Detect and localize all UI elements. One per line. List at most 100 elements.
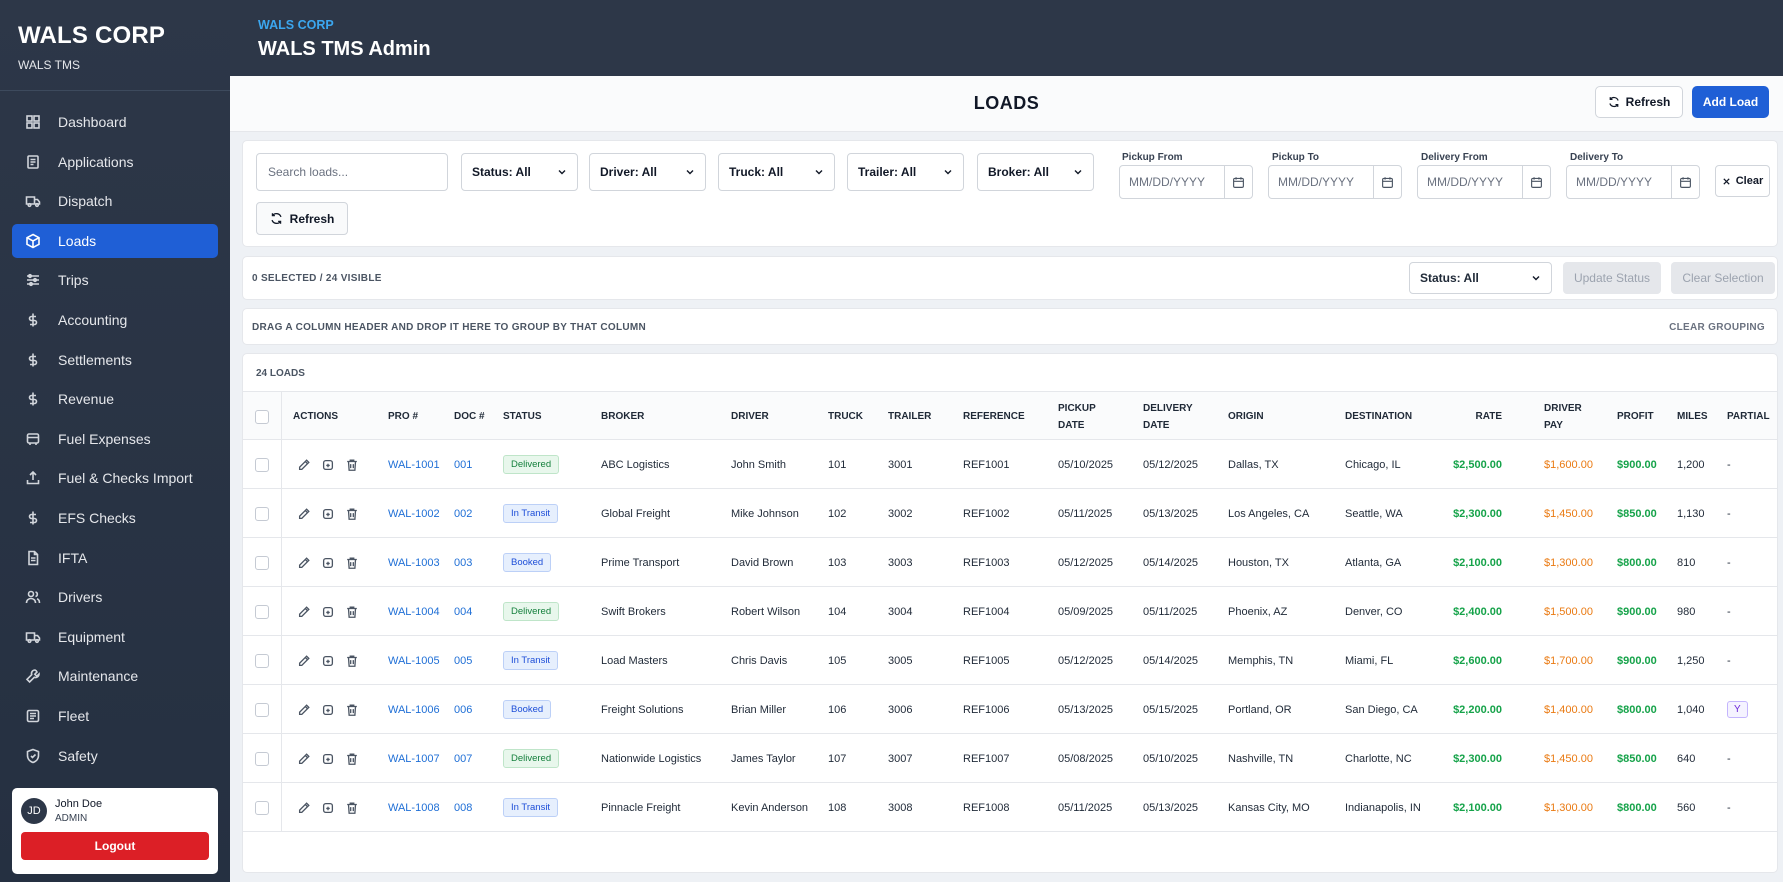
sidebar-item-trips[interactable]: Trips (12, 263, 218, 297)
row-checkbox[interactable] (255, 604, 269, 619)
copy-icon[interactable] (321, 458, 335, 472)
edit-icon[interactable] (297, 703, 311, 717)
row-checkbox[interactable] (255, 751, 269, 766)
sidebar-item-loads[interactable]: Loads (12, 223, 218, 258)
row-checkbox[interactable] (255, 555, 269, 570)
sidebar-item-safety[interactable]: Safety (12, 739, 218, 773)
cell-doc[interactable]: 004 (454, 605, 473, 618)
sidebar-item-maintenance[interactable]: Maintenance (12, 659, 218, 693)
cell-doc[interactable]: 007 (454, 752, 473, 765)
cell-doc[interactable]: 002 (454, 507, 473, 520)
col-trailer[interactable]: TRAILER (888, 411, 932, 422)
sidebar-item-fleet[interactable]: Fleet (12, 699, 218, 733)
table-row[interactable]: WAL-1008 008 In Transit Pinnacle Freight Kev… (243, 783, 1777, 832)
calendar-icon[interactable] (1224, 166, 1252, 198)
calendar-icon[interactable] (1671, 166, 1699, 198)
cell-doc[interactable]: 005 (454, 654, 473, 667)
copy-icon[interactable] (321, 556, 335, 570)
edit-icon[interactable] (297, 605, 311, 619)
sidebar-item-settlements[interactable]: Settlements (12, 343, 218, 377)
col-delivery-date[interactable]: DELIVERY DATE (1143, 392, 1193, 441)
search-input[interactable] (256, 153, 448, 191)
table-row[interactable]: WAL-1005 005 In Transit Load Masters Chris D… (243, 636, 1777, 685)
clear-dates-button[interactable]: Clear (1715, 165, 1770, 197)
copy-icon[interactable] (321, 801, 335, 815)
delivery-to-input[interactable]: MM/DD/YYYY (1566, 165, 1700, 199)
logout-button[interactable]: Logout (21, 832, 209, 860)
cell-pro[interactable]: WAL-1008 (388, 801, 440, 814)
row-checkbox[interactable] (255, 653, 269, 668)
cell-doc[interactable]: 001 (454, 458, 473, 471)
copy-icon[interactable] (321, 507, 335, 521)
sidebar-item-fuel-expenses[interactable]: Fuel Expenses (12, 422, 218, 456)
calendar-icon[interactable] (1522, 166, 1550, 198)
trash-icon[interactable] (345, 801, 359, 815)
sidebar-item-accounting[interactable]: Accounting (12, 303, 218, 337)
broker-filter[interactable]: Broker: All (977, 153, 1094, 191)
col-reference[interactable]: REFERENCE (963, 411, 1025, 422)
cell-pro[interactable]: WAL-1004 (388, 605, 440, 618)
sidebar-item-efs-checks[interactable]: EFS Checks (12, 501, 218, 535)
table-row[interactable]: WAL-1004 004 Delivered Swift Brokers Robert … (243, 587, 1777, 636)
row-checkbox-cell[interactable] (255, 489, 269, 538)
trash-icon[interactable] (345, 752, 359, 766)
sidebar-item-applications[interactable]: Applications (12, 145, 218, 179)
copy-icon[interactable] (321, 703, 335, 717)
col-miles[interactable]: MILES (1677, 411, 1708, 422)
truck-filter[interactable]: Truck: All (718, 153, 835, 191)
row-checkbox-cell[interactable] (255, 587, 269, 636)
refresh-button[interactable]: Refresh (1595, 86, 1683, 118)
sidebar-item-fuel-checks-import[interactable]: Fuel & Checks Import (12, 461, 218, 495)
table-row[interactable]: WAL-1002 002 In Transit Global Freight Mike … (243, 489, 1777, 538)
row-checkbox-cell[interactable] (255, 685, 269, 734)
sidebar-item-dispatch[interactable]: Dispatch (12, 184, 218, 218)
cell-doc[interactable]: 006 (454, 703, 473, 716)
edit-icon[interactable] (297, 752, 311, 766)
cell-pro[interactable]: WAL-1003 (388, 556, 440, 569)
edit-icon[interactable] (297, 507, 311, 521)
bulk-status-select[interactable]: Status: All (1409, 262, 1552, 294)
sidebar-item-ifta[interactable]: IFTA (12, 541, 218, 575)
copy-icon[interactable] (321, 654, 335, 668)
calendar-icon[interactable] (1373, 166, 1401, 198)
trash-icon[interactable] (345, 556, 359, 570)
table-row[interactable]: WAL-1003 003 Booked Prime Transport David Br… (243, 538, 1777, 587)
trash-icon[interactable] (345, 605, 359, 619)
sidebar-item-equipment[interactable]: Equipment (12, 620, 218, 654)
select-all-checkbox-cell[interactable] (255, 392, 269, 441)
select-all-checkbox[interactable] (255, 409, 269, 424)
add-load-button[interactable]: Add Load (1692, 86, 1769, 118)
update-status-button[interactable]: Update Status (1563, 262, 1661, 294)
status-filter[interactable]: Status: All (461, 153, 578, 191)
delivery-from-input[interactable]: MM/DD/YYYY (1417, 165, 1551, 199)
col-profit[interactable]: PROFIT (1617, 411, 1654, 422)
sidebar-item-drivers[interactable]: Drivers (12, 580, 218, 614)
row-checkbox-cell[interactable] (255, 734, 269, 783)
edit-icon[interactable] (297, 458, 311, 472)
col-truck[interactable]: TRUCK (828, 411, 863, 422)
clear-selection-button[interactable]: Clear Selection (1671, 262, 1775, 294)
sidebar-item-revenue[interactable]: Revenue (12, 382, 218, 416)
col-rate[interactable]: RATE (1475, 411, 1502, 422)
row-checkbox[interactable] (255, 800, 269, 815)
cell-doc[interactable]: 003 (454, 556, 473, 569)
trash-icon[interactable] (345, 654, 359, 668)
col-destination[interactable]: DESTINATION (1345, 411, 1413, 422)
copy-icon[interactable] (321, 605, 335, 619)
col-doc[interactable]: DOC # (454, 411, 485, 422)
edit-icon[interactable] (297, 654, 311, 668)
table-row[interactable]: WAL-1006 006 Booked Freight Solutions Brian … (243, 685, 1777, 734)
cell-pro[interactable]: WAL-1005 (388, 654, 440, 667)
table-row[interactable]: WAL-1007 007 Delivered Nationwide Logistics… (243, 734, 1777, 783)
cell-pro[interactable]: WAL-1001 (388, 458, 440, 471)
edit-icon[interactable] (297, 801, 311, 815)
pickup-to-input[interactable]: MM/DD/YYYY (1268, 165, 1402, 199)
sidebar-item-dashboard[interactable]: Dashboard (12, 105, 218, 139)
col-pickup-date[interactable]: PICKUP DATE (1058, 392, 1096, 441)
col-status[interactable]: STATUS (503, 411, 542, 422)
col-broker[interactable]: BROKER (601, 411, 645, 422)
driver-filter[interactable]: Driver: All (589, 153, 706, 191)
trash-icon[interactable] (345, 507, 359, 521)
group-drop-zone[interactable]: DRAG A COLUMN HEADER AND DROP IT HERE TO… (242, 308, 1778, 345)
row-checkbox[interactable] (255, 506, 269, 521)
